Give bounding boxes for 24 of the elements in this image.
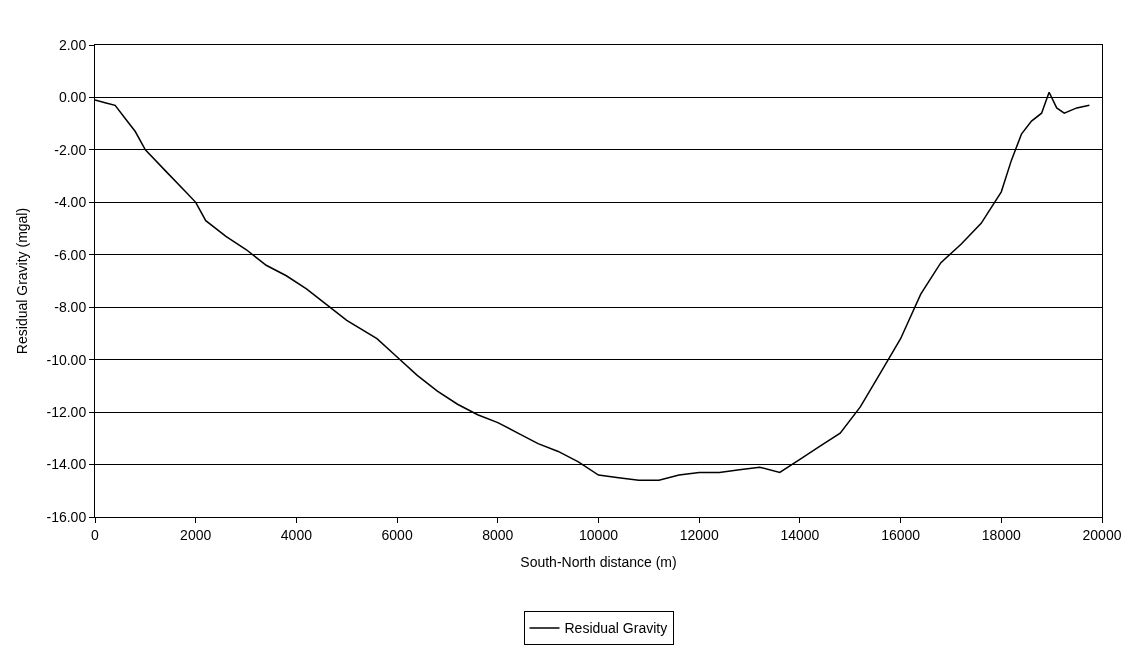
x-tick-label: 20000 — [1082, 526, 1122, 543]
x-axis-title: South-North distance (m) — [520, 554, 677, 571]
y-tick-label: -8.00 — [54, 299, 87, 316]
y-tick-label: -10.00 — [46, 351, 87, 368]
y-tick-label: -4.00 — [54, 194, 87, 211]
y-tick-label: -12.00 — [46, 404, 87, 421]
y-tick-label: -6.00 — [54, 246, 87, 263]
x-tick-label: 18000 — [981, 526, 1021, 543]
y-tick-label: -14.00 — [46, 456, 87, 473]
x-tick-label: 0 — [91, 526, 100, 543]
x-tick-label: 10000 — [579, 526, 619, 543]
y-tick-label: 0.00 — [58, 89, 87, 106]
y-tick-label: -2.00 — [54, 141, 87, 158]
y-axis-title: Residual Gravity (mgal) — [14, 207, 31, 355]
legend-label: Residual Gravity — [564, 620, 668, 637]
x-tick-label: 2000 — [180, 526, 212, 543]
x-tick-label: 12000 — [679, 526, 719, 543]
x-tick-label: 14000 — [780, 526, 820, 543]
x-tick-label: 6000 — [381, 526, 413, 543]
y-tick-label: -16.00 — [46, 508, 87, 525]
x-tick-label: 4000 — [280, 526, 313, 543]
x-tick-label: 8000 — [482, 526, 514, 543]
x-tick-label: 16000 — [881, 526, 921, 543]
y-tick-label: 2.00 — [58, 36, 87, 53]
